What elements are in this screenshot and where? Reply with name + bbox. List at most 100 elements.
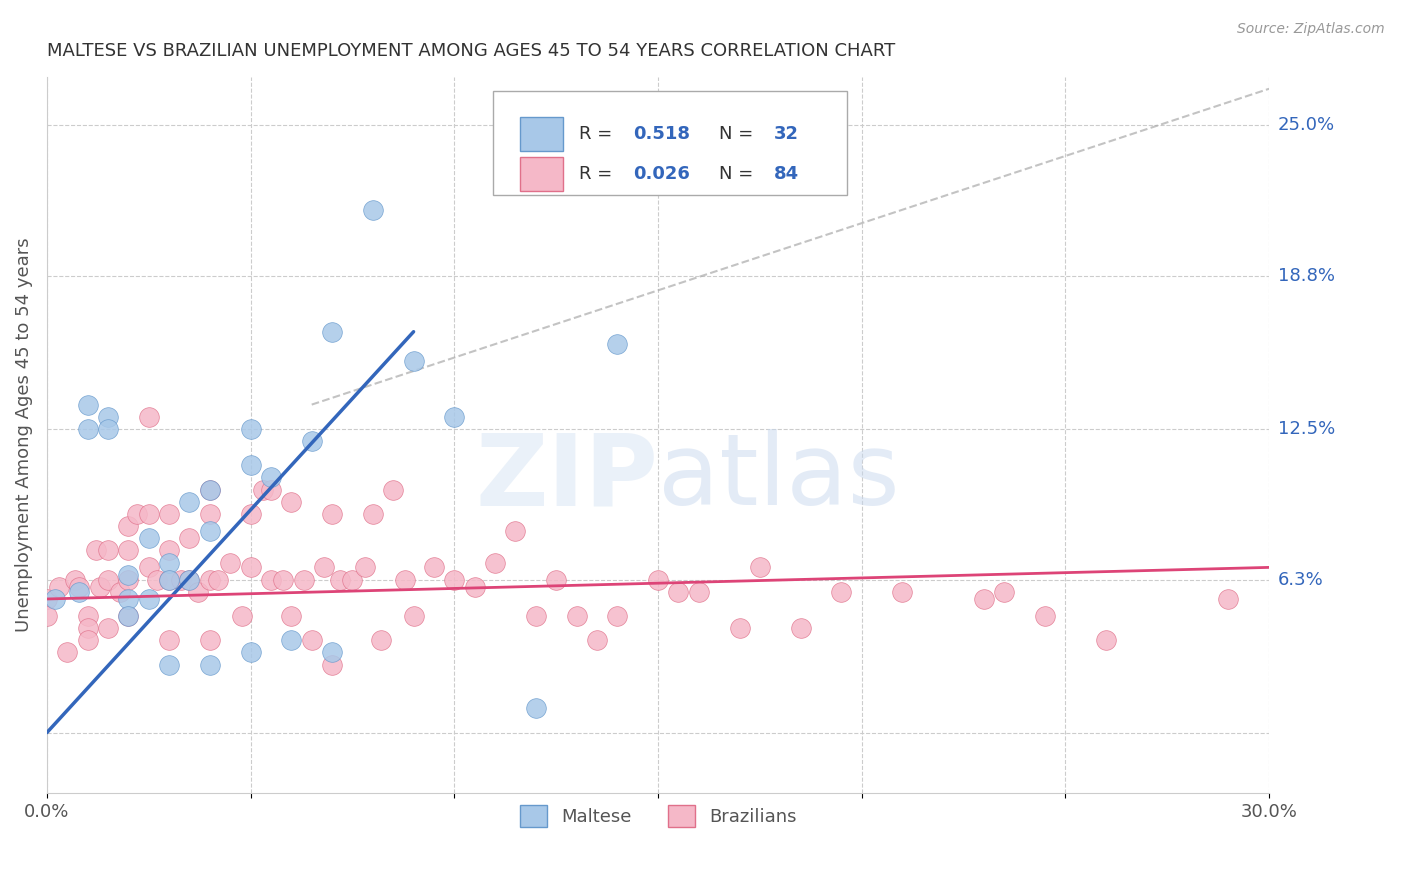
Point <box>179 573 201 587</box>
Point <box>207 573 229 587</box>
Point <box>97 422 120 436</box>
Point <box>187 584 209 599</box>
Point <box>198 657 221 672</box>
Point <box>342 573 364 587</box>
Point <box>1033 609 1056 624</box>
Point <box>973 591 995 606</box>
Point <box>146 573 169 587</box>
Point <box>117 609 139 624</box>
Point <box>157 507 180 521</box>
Point <box>110 584 132 599</box>
Point <box>280 633 302 648</box>
Point <box>231 609 253 624</box>
Point <box>464 580 486 594</box>
Point <box>423 560 446 574</box>
Point <box>117 519 139 533</box>
Point <box>69 584 91 599</box>
Point <box>198 573 221 587</box>
Point <box>394 573 416 587</box>
Point <box>97 621 120 635</box>
FancyBboxPatch shape <box>520 157 562 192</box>
Point <box>830 584 852 599</box>
Point <box>402 354 425 368</box>
Text: Source: ZipAtlas.com: Source: ZipAtlas.com <box>1237 22 1385 37</box>
Point <box>361 507 384 521</box>
Point <box>292 573 315 587</box>
Point <box>198 483 221 497</box>
Point <box>443 573 465 587</box>
Point <box>484 556 506 570</box>
Text: 0.026: 0.026 <box>634 165 690 183</box>
Point <box>321 325 343 339</box>
Point <box>138 409 160 424</box>
Text: 32: 32 <box>775 125 799 143</box>
Point <box>157 573 180 587</box>
Point <box>321 657 343 672</box>
Point <box>198 483 221 497</box>
Point <box>524 701 547 715</box>
Point <box>157 657 180 672</box>
Text: R =: R = <box>579 165 617 183</box>
Point <box>301 434 323 448</box>
Point <box>157 573 180 587</box>
Text: 84: 84 <box>775 165 799 183</box>
FancyBboxPatch shape <box>494 91 848 194</box>
Point <box>321 507 343 521</box>
Point <box>891 584 914 599</box>
Point <box>260 470 283 484</box>
Point <box>117 573 139 587</box>
Point <box>370 633 392 648</box>
Point <box>329 573 352 587</box>
Text: ZIP: ZIP <box>475 429 658 526</box>
Point <box>239 458 262 473</box>
Point <box>138 560 160 574</box>
Point <box>84 543 107 558</box>
Point <box>546 573 568 587</box>
Point <box>239 560 262 574</box>
Point <box>138 591 160 606</box>
Point <box>606 609 628 624</box>
Point <box>179 495 201 509</box>
Point <box>76 398 98 412</box>
Point <box>443 409 465 424</box>
Text: MALTESE VS BRAZILIAN UNEMPLOYMENT AMONG AGES 45 TO 54 YEARS CORRELATION CHART: MALTESE VS BRAZILIAN UNEMPLOYMENT AMONG … <box>46 42 896 60</box>
Point <box>260 483 283 497</box>
Point <box>219 556 242 570</box>
Point <box>76 422 98 436</box>
Point <box>76 609 98 624</box>
Point <box>239 507 262 521</box>
Point <box>586 633 609 648</box>
Legend: Maltese, Brazilians: Maltese, Brazilians <box>512 798 804 835</box>
Point <box>179 531 201 545</box>
Point <box>170 573 193 587</box>
Point <box>748 560 770 574</box>
Text: 0.518: 0.518 <box>634 125 690 143</box>
Y-axis label: Unemployment Among Ages 45 to 54 years: Unemployment Among Ages 45 to 54 years <box>15 237 32 632</box>
Point <box>157 633 180 648</box>
Point <box>76 621 98 635</box>
Point <box>565 609 588 624</box>
Point <box>1218 591 1240 606</box>
Point <box>312 560 335 574</box>
Point <box>117 591 139 606</box>
Point <box>1095 633 1118 648</box>
Text: 12.5%: 12.5% <box>1278 420 1334 438</box>
Point <box>239 645 262 659</box>
Point <box>321 645 343 659</box>
Text: N =: N = <box>718 165 759 183</box>
Point <box>353 560 375 574</box>
Point <box>280 609 302 624</box>
Point <box>606 336 628 351</box>
Point <box>647 573 669 587</box>
Text: 25.0%: 25.0% <box>1278 116 1334 134</box>
Point <box>301 633 323 648</box>
Point <box>668 584 690 599</box>
Point <box>382 483 405 497</box>
Point <box>789 621 811 635</box>
Point <box>239 422 262 436</box>
Point <box>35 591 58 606</box>
Text: 6.3%: 6.3% <box>1278 571 1323 589</box>
Point <box>198 633 221 648</box>
Point <box>280 495 302 509</box>
Point <box>138 531 160 545</box>
